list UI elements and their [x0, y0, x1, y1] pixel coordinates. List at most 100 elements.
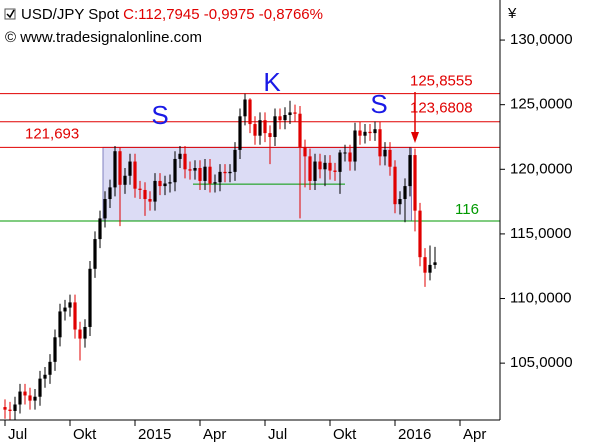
y-tick-label: 130,0000: [510, 31, 573, 48]
candle-body: [273, 116, 277, 137]
candle-body: [323, 162, 327, 170]
candle-body: [378, 129, 382, 157]
candle-body: [18, 391, 22, 405]
candle-body: [173, 158, 177, 183]
pattern-label: K: [263, 67, 281, 97]
level-label: 116: [455, 201, 479, 218]
candle-body: [393, 166, 397, 205]
candle-body: [308, 156, 312, 181]
candle-body: [278, 116, 282, 121]
level-label: 125,8555: [410, 73, 473, 90]
candle-body: [288, 112, 292, 116]
x-tick-label: Apr: [463, 426, 486, 443]
candle-body: [388, 149, 392, 167]
candle-body: [358, 130, 362, 136]
candle-body: [138, 188, 142, 190]
candle-body: [373, 129, 377, 134]
level-label: 123,6808: [410, 100, 473, 117]
candle-body: [58, 311, 62, 338]
candle-body: [123, 175, 127, 185]
candle-body: [8, 409, 12, 411]
candle-body: [338, 152, 342, 172]
candle-body: [348, 152, 352, 162]
candle-body: [78, 329, 82, 339]
candle-body: [283, 115, 287, 121]
legend-check: [6, 9, 15, 19]
candle-body: [28, 395, 32, 401]
y-tick-label: 105,0000: [510, 354, 573, 371]
candle-body: [258, 120, 262, 136]
candle-body: [238, 116, 242, 150]
candle-body: [83, 326, 87, 339]
candle-body: [3, 407, 7, 410]
candle-body: [188, 169, 192, 171]
candle-body: [153, 180, 157, 202]
candle-body: [158, 180, 162, 187]
candle-body: [198, 168, 202, 181]
candle-body: [63, 307, 67, 312]
candle-body: [103, 199, 107, 219]
candle-body: [398, 199, 402, 205]
candle-body: [368, 131, 372, 134]
x-tick-label: Jul: [268, 426, 287, 443]
candle-body: [253, 124, 257, 136]
candle-body: [98, 218, 102, 240]
candle-body: [128, 161, 132, 176]
y-tick-label: 110,0000: [510, 289, 571, 306]
candle-body: [413, 155, 417, 211]
candle-body: [163, 183, 167, 187]
x-tick-label: Jul: [8, 426, 27, 443]
candle-body: [13, 404, 17, 411]
pattern-label: S: [370, 89, 387, 119]
arrow-head: [411, 132, 419, 143]
candle-body: [53, 337, 57, 362]
candle-body: [333, 170, 337, 172]
candle-body: [108, 187, 112, 200]
candle-body: [328, 162, 332, 171]
candle-body: [183, 153, 187, 170]
candle-body: [363, 131, 367, 136]
legend-title: USD/JPY Spot: [21, 6, 120, 23]
legend-checkbox[interactable]: [4, 8, 16, 20]
currency-symbol: ¥: [507, 5, 517, 22]
candle-body: [213, 182, 217, 184]
candle-body: [268, 133, 272, 137]
candle-body: [418, 210, 422, 258]
candle-body: [318, 161, 322, 170]
legend-quote: C:112,7945 -0,9975 -0,8766%: [123, 6, 323, 23]
candle-body: [293, 112, 297, 114]
candle-body: [248, 99, 252, 125]
candle-body: [263, 120, 267, 134]
candle-body: [133, 161, 137, 189]
candle-body: [93, 239, 97, 269]
candle-body: [408, 155, 412, 187]
candle-body: [313, 161, 317, 181]
candle-body: [88, 268, 92, 327]
candle-body: [353, 130, 357, 162]
candle-body: [148, 199, 152, 202]
candle-body: [428, 264, 432, 273]
candle-body: [168, 182, 172, 184]
candle-body: [228, 171, 232, 174]
y-tick-label: 125,0000: [510, 96, 573, 113]
x-tick-label: Apr: [203, 426, 226, 443]
y-tick-label: 115,0000: [510, 225, 571, 242]
candle-body: [43, 374, 47, 379]
x-tick-label: 2016: [398, 426, 431, 443]
candle-body: [403, 186, 407, 200]
candle-body: [143, 189, 147, 200]
candle-body: [298, 113, 302, 148]
candle-body: [73, 302, 77, 330]
candle-body: [343, 152, 347, 154]
x-tick-label: Okt: [73, 426, 97, 443]
x-tick-label: 2015: [138, 426, 171, 443]
candle-body: [48, 361, 52, 375]
candle-body: [118, 151, 122, 185]
x-tick-label: Okt: [333, 426, 357, 443]
candle-body: [38, 378, 42, 397]
candle-body: [178, 153, 182, 159]
candle-body: [218, 171, 222, 183]
level-label: 121,693: [25, 125, 79, 142]
